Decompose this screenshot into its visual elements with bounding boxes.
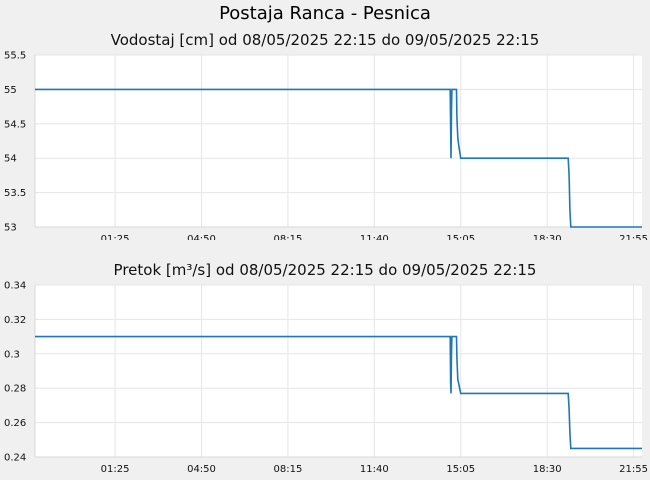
y-tick-label: 0.26 — [4, 418, 26, 429]
y-tick-label: 55 — [4, 85, 17, 96]
y-tick-label: 0.3 — [4, 349, 20, 360]
chart-title-discharge: Pretok [m³/s] od 08/05/2025 22:15 do 09/… — [113, 261, 537, 279]
x-tick-label: 21:55 — [619, 234, 648, 240]
x-tick-label: 08:15 — [274, 234, 303, 240]
x-tick-label: 11:40 — [360, 234, 389, 240]
y-tick-label: 54.5 — [4, 119, 26, 130]
y-tick-label: 53 — [4, 223, 17, 234]
x-tick-label: 11:40 — [360, 464, 389, 475]
y-tick-label: 55.5 — [4, 51, 26, 62]
x-tick-label: 01:25 — [101, 464, 130, 475]
y-tick-label: 0.32 — [4, 315, 26, 326]
y-tick-label: 0.28 — [4, 384, 26, 395]
y-tick-label: 53.5 — [4, 188, 26, 199]
x-tick-label: 21:55 — [619, 464, 648, 475]
x-tick-label: 01:25 — [101, 234, 130, 240]
series-line — [35, 335, 642, 450]
series-line — [35, 88, 642, 228]
x-tick-label: 08:15 — [274, 464, 303, 475]
y-tick-label: 0.24 — [4, 453, 26, 464]
x-tick-label: 18:30 — [533, 464, 562, 475]
y-tick-label: 54 — [4, 154, 17, 165]
plot-area — [35, 55, 642, 227]
water-level-chart: 53 53.5 54 54.5 55 55.5 01:25 04:50 08:15 11:40 15… — [4, 51, 648, 241]
x-tick-label: 04:50 — [187, 464, 216, 475]
x-tick-label: 04:50 — [187, 234, 216, 240]
page-title: Postaja Ranca - Pesnica — [219, 3, 431, 24]
y-tick-label: 0.34 — [4, 281, 26, 292]
plot-area — [35, 285, 642, 457]
chart-title-water-level: Vodostaj [cm] od 08/05/2025 22:15 do 09/… — [110, 31, 540, 49]
x-tick-label: 15:05 — [446, 234, 475, 240]
x-tick-label: 15:05 — [446, 464, 475, 475]
x-tick-label: 18:30 — [533, 234, 562, 240]
